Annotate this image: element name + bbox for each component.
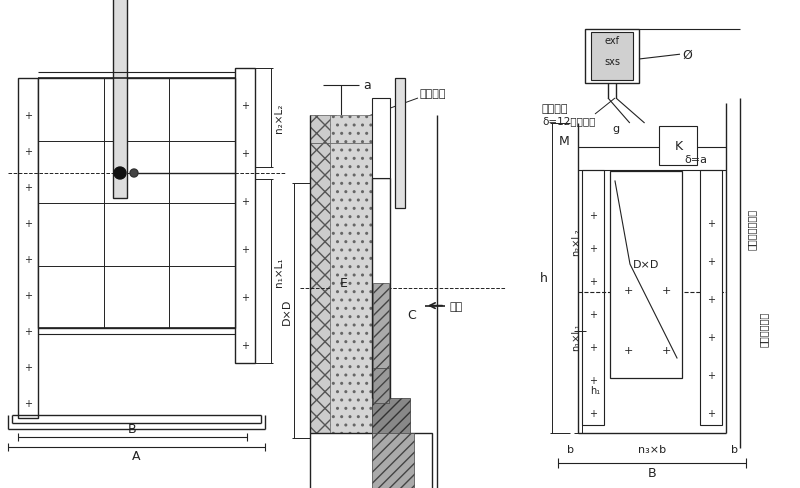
Text: +: + [662, 285, 670, 295]
Bar [591, 33, 633, 81]
Text: +: + [24, 398, 32, 408]
Text: 预埋钢板: 预埋钢板 [542, 104, 569, 114]
Text: +: + [241, 340, 249, 350]
Text: b: b [730, 444, 738, 454]
Text: n₂×L₂: n₂×L₂ [274, 103, 284, 133]
Bar [585, 30, 639, 84]
Text: n₁×L₁: n₁×L₁ [274, 257, 284, 286]
Text: +: + [589, 408, 597, 418]
Text: D×D: D×D [633, 260, 659, 269]
Text: +: + [623, 285, 633, 295]
Text: +: + [241, 197, 249, 206]
Text: +: + [241, 244, 249, 254]
Text: +: + [24, 111, 32, 121]
Bar [372, 179, 390, 398]
Text: b: b [566, 444, 574, 454]
Text: +: + [707, 219, 715, 228]
Text: +: + [662, 346, 670, 355]
Bar [659, 127, 698, 165]
Text: +: + [707, 257, 715, 266]
Circle shape [114, 168, 126, 180]
Text: n₁×L₁: n₁×L₁ [571, 322, 581, 350]
Text: a: a [363, 80, 370, 92]
Text: sxs: sxs [604, 57, 620, 67]
Bar [235, 69, 255, 363]
Text: +: + [589, 375, 597, 385]
Bar [582, 171, 604, 425]
Text: 压向: 压向 [450, 301, 463, 311]
Text: +: + [24, 147, 32, 157]
Text: +: + [707, 408, 715, 418]
Text: M: M [559, 135, 570, 148]
Bar [38, 79, 235, 328]
Text: +: + [24, 362, 32, 372]
Text: +: + [589, 276, 597, 286]
Text: +: + [589, 244, 597, 253]
Bar [373, 284, 389, 368]
Bar [330, 143, 372, 433]
Text: +: + [623, 346, 633, 355]
Bar [113, 0, 127, 199]
Text: h₁: h₁ [590, 385, 600, 395]
Text: h: h [540, 272, 548, 285]
Text: +: + [241, 101, 249, 111]
Text: +: + [241, 292, 249, 303]
Text: C: C [408, 308, 416, 321]
Text: n₂×L₂: n₂×L₂ [571, 228, 581, 256]
Text: +: + [707, 332, 715, 342]
Text: B: B [648, 467, 656, 480]
Text: n₃×b: n₃×b [638, 444, 666, 454]
Bar [373, 368, 389, 403]
Bar [330, 116, 372, 143]
Bar [700, 171, 722, 425]
Circle shape [130, 170, 138, 178]
Bar [310, 143, 336, 433]
Text: +: + [24, 183, 32, 193]
Text: K: K [674, 140, 682, 153]
Text: +: + [707, 370, 715, 380]
Text: g: g [613, 124, 619, 134]
Bar [310, 433, 432, 488]
Bar [372, 398, 410, 438]
Text: +: + [589, 342, 597, 352]
Bar [610, 172, 682, 378]
Text: +: + [24, 326, 32, 336]
Text: +: + [589, 309, 597, 319]
Text: δ=a: δ=a [684, 155, 707, 164]
Bar [372, 433, 414, 488]
Text: δ=12用户自备: δ=12用户自备 [542, 116, 595, 126]
Text: D×D: D×D [282, 298, 292, 324]
Text: 按设计尺寸确定: 按设计尺寸确定 [747, 208, 757, 249]
Bar [18, 79, 38, 418]
Text: B: B [128, 423, 137, 436]
Bar [372, 99, 390, 179]
Text: +: + [24, 254, 32, 264]
Text: A: A [132, 449, 141, 463]
Text: +: + [707, 294, 715, 305]
Text: 按总高度确定: 按总高度确定 [759, 311, 769, 346]
Text: +: + [24, 219, 32, 228]
Bar [310, 116, 336, 143]
Text: E: E [340, 276, 348, 289]
Text: exf: exf [605, 36, 619, 46]
Text: +: + [24, 290, 32, 301]
Text: 二次浆注: 二次浆注 [420, 89, 446, 99]
Text: +: + [589, 210, 597, 221]
Bar [395, 79, 405, 208]
Text: +: + [241, 149, 249, 159]
Text: Ø: Ø [682, 49, 692, 61]
